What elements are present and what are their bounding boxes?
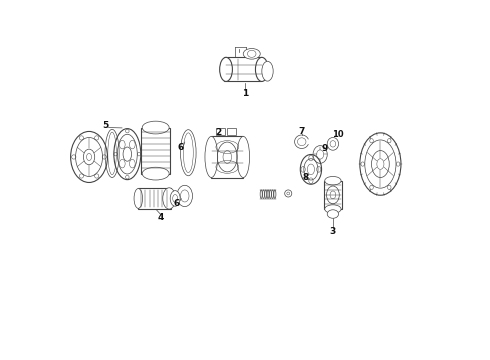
Text: 4: 4 — [157, 213, 164, 222]
Ellipse shape — [243, 49, 260, 59]
Ellipse shape — [142, 167, 169, 180]
Ellipse shape — [325, 205, 341, 213]
FancyBboxPatch shape — [324, 181, 342, 209]
FancyBboxPatch shape — [223, 57, 261, 81]
Text: 5: 5 — [102, 121, 108, 130]
Ellipse shape — [142, 121, 169, 134]
Ellipse shape — [327, 210, 339, 218]
Ellipse shape — [134, 189, 143, 208]
Text: 3: 3 — [330, 227, 336, 236]
Ellipse shape — [220, 57, 232, 81]
Ellipse shape — [163, 188, 175, 209]
Text: 6: 6 — [174, 198, 180, 207]
Text: 1: 1 — [242, 89, 248, 98]
Text: 7: 7 — [298, 127, 305, 136]
Text: 2: 2 — [215, 128, 221, 137]
Ellipse shape — [170, 191, 180, 206]
Ellipse shape — [255, 57, 268, 81]
Ellipse shape — [205, 136, 218, 177]
Text: 9: 9 — [322, 144, 328, 153]
FancyBboxPatch shape — [138, 188, 171, 209]
Ellipse shape — [237, 136, 249, 177]
FancyBboxPatch shape — [227, 128, 236, 135]
Ellipse shape — [325, 176, 341, 185]
FancyBboxPatch shape — [211, 136, 243, 178]
FancyBboxPatch shape — [141, 127, 170, 174]
FancyBboxPatch shape — [216, 128, 224, 135]
Text: 10: 10 — [332, 130, 343, 139]
Text: 6: 6 — [177, 143, 184, 152]
Text: 8: 8 — [303, 173, 309, 182]
Ellipse shape — [247, 50, 256, 57]
Ellipse shape — [262, 61, 273, 81]
